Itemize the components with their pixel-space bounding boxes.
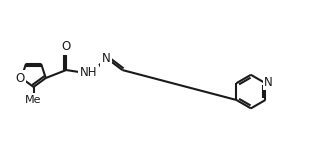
Text: O: O [62,40,71,53]
Text: O: O [15,72,24,85]
Text: N: N [102,52,111,65]
Text: NH: NH [80,66,98,79]
Text: N: N [264,75,273,89]
Text: Me: Me [25,95,42,105]
